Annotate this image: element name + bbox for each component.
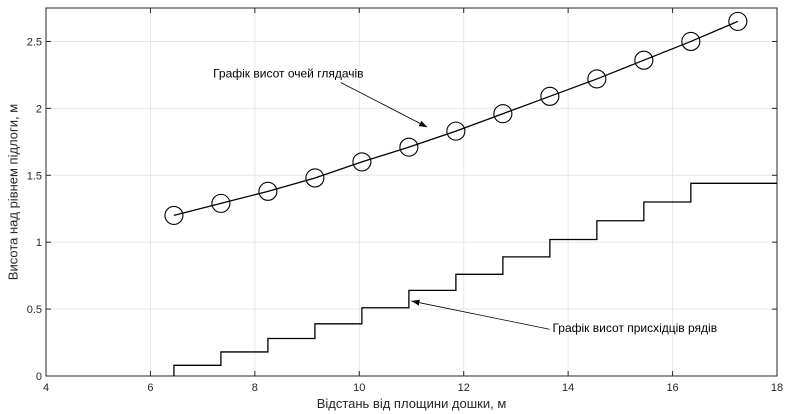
x-tick-label: 16 <box>666 382 678 394</box>
ticks: 4 6 8 10 12 14 16 18 0 0.5 1 1.5 2 2.5 <box>27 8 783 394</box>
eye-height-marker <box>211 193 231 213</box>
x-tick-label: 14 <box>562 382 574 394</box>
plot-area <box>45 7 778 377</box>
y-tick-label: 2 <box>36 103 42 115</box>
eye-height-marker <box>352 152 372 172</box>
eye-height-marker <box>305 168 325 188</box>
x-axis-label: Відстань від площини дошки, м <box>317 396 507 411</box>
x-tick-label: 6 <box>147 382 153 394</box>
series-layer <box>164 11 777 376</box>
y-tick-label: 2.5 <box>27 36 42 48</box>
eye-height-marker <box>493 104 513 124</box>
x-tick-label: 12 <box>458 382 470 394</box>
annotation-text: Графік висот очей глядачів <box>213 67 363 81</box>
eye-height-marker <box>587 69 607 89</box>
eye-height-marker <box>446 121 466 141</box>
annotation-arrow <box>411 299 550 330</box>
eye-height-marker <box>164 205 184 225</box>
y-axis-label: Висота над рівнем підлоги, м <box>5 104 20 280</box>
x-tick-label: 18 <box>771 382 783 394</box>
x-tick-label: 10 <box>353 382 365 394</box>
row-step-stairs <box>173 182 777 376</box>
eye-height-marker <box>540 86 560 106</box>
eye-height-marker <box>399 137 419 157</box>
grid <box>45 8 778 377</box>
y-tick-label: 1.5 <box>27 170 42 182</box>
eye-height-marker <box>728 11 748 31</box>
annotation-text: Графік висот присхідців рядів <box>552 321 717 335</box>
x-tick-label: 8 <box>252 382 258 394</box>
annotations-layer: Графік висот очей глядачів Графік висот п… <box>213 67 717 335</box>
y-tick-label: 1 <box>36 237 42 249</box>
x-tick-label: 4 <box>43 382 49 394</box>
y-tick-label: 0 <box>36 371 42 383</box>
eye-height-line <box>173 20 739 217</box>
eye-height-marker <box>258 181 278 201</box>
annotation-arrow <box>340 82 428 128</box>
eye-height-marker <box>634 50 654 70</box>
eye-height-marker <box>681 31 701 52</box>
y-tick-label: 0.5 <box>27 304 42 316</box>
